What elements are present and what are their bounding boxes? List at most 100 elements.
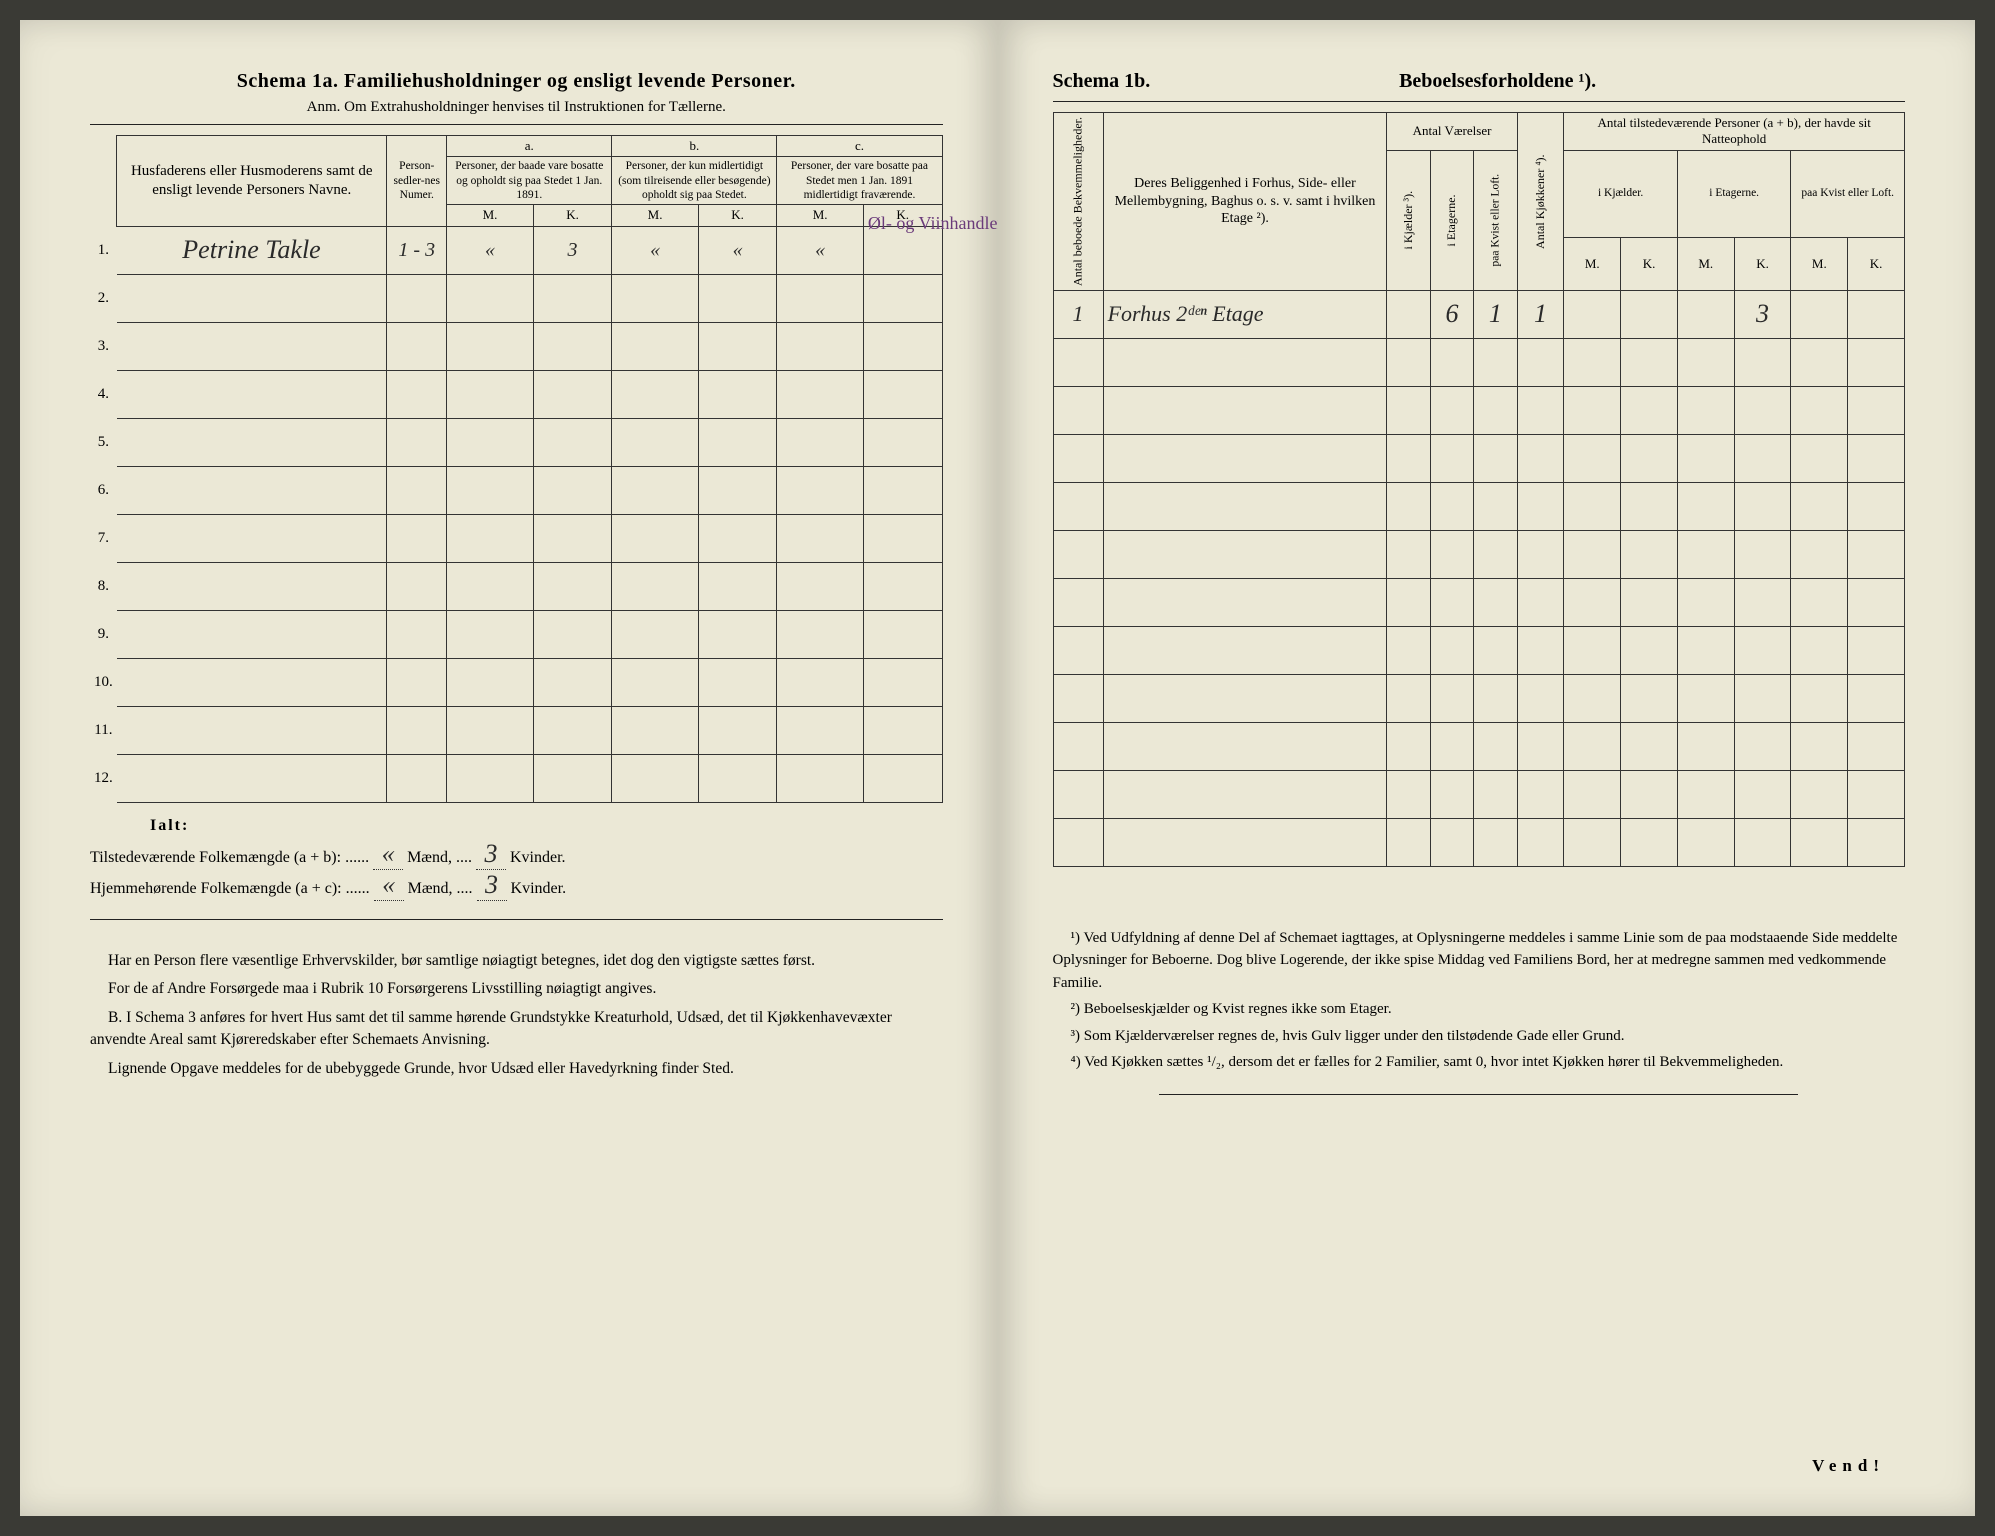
nkj-k-cell xyxy=(1621,482,1678,530)
a-m-cell xyxy=(447,610,533,658)
a-m-cell xyxy=(447,754,533,802)
ab-cell xyxy=(1053,530,1103,578)
vkv-cell: 1 xyxy=(1474,290,1517,338)
vkv-cell xyxy=(1474,818,1517,866)
b-m-cell xyxy=(612,754,698,802)
a-k-cell xyxy=(533,322,612,370)
net-m-cell xyxy=(1677,530,1734,578)
nkv-k-cell xyxy=(1848,770,1905,818)
col-a-header: Personer, der baade vare bosatte og opho… xyxy=(447,157,612,205)
net-k-cell xyxy=(1734,482,1791,530)
net-m-cell xyxy=(1677,626,1734,674)
belig-cell xyxy=(1103,530,1387,578)
c-m-cell: « xyxy=(777,226,863,274)
row-number: 9. xyxy=(90,610,117,658)
row-number: 3. xyxy=(90,322,117,370)
nkv-k-cell xyxy=(1848,530,1905,578)
nkv-k: K. xyxy=(1848,237,1905,290)
table-row: 7. xyxy=(90,514,942,562)
col-kjok-header: Antal Kjøkkener ⁴). xyxy=(1517,113,1564,291)
nkj-k-cell xyxy=(1621,338,1678,386)
tot2-m: « xyxy=(374,870,404,901)
c-k-cell xyxy=(863,658,942,706)
vkj-cell xyxy=(1387,674,1430,722)
schema-1a-table: Husfaderens eller Husmoderens samt de en… xyxy=(90,135,943,803)
name-cell xyxy=(117,658,387,706)
name-cell xyxy=(117,754,387,802)
net-m-cell xyxy=(1677,386,1734,434)
col-b-m: M. xyxy=(612,205,698,226)
kjok-cell xyxy=(1517,770,1564,818)
nkj-k-cell xyxy=(1621,818,1678,866)
table-row: 1. Petrine Takle 1 - 3 « 3 « « « Øl- og … xyxy=(90,226,942,274)
nkj-k-cell xyxy=(1621,434,1678,482)
tot1-k: 3 xyxy=(476,839,506,870)
person-number-cell xyxy=(387,706,447,754)
vkj-cell xyxy=(1387,482,1430,530)
belig-cell xyxy=(1103,338,1387,386)
a-m-cell xyxy=(447,418,533,466)
nkv-k-cell xyxy=(1848,386,1905,434)
nkv-m-cell xyxy=(1791,338,1848,386)
belig-cell xyxy=(1103,722,1387,770)
b-k-cell xyxy=(698,322,777,370)
vet-cell xyxy=(1430,386,1473,434)
table-row xyxy=(1053,674,1905,722)
person-number-cell xyxy=(387,466,447,514)
vet-cell xyxy=(1430,338,1473,386)
c-k-cell xyxy=(863,562,942,610)
vkv-cell xyxy=(1474,482,1517,530)
a-k-cell xyxy=(533,274,612,322)
table-row xyxy=(1053,626,1905,674)
net-k: K. xyxy=(1734,237,1791,290)
row-number: 10. xyxy=(90,658,117,706)
title-rule xyxy=(90,124,943,125)
b-k-cell xyxy=(698,274,777,322)
belig-cell xyxy=(1103,578,1387,626)
net-k-cell xyxy=(1734,674,1791,722)
kjok-cell xyxy=(1517,386,1564,434)
para-1: Har en Person flere væsentlige Erhvervsk… xyxy=(90,950,943,972)
nkj-m-cell xyxy=(1564,626,1621,674)
row-number: 8. xyxy=(90,562,117,610)
ab-cell xyxy=(1053,386,1103,434)
belig-cell xyxy=(1103,674,1387,722)
col-b-header: Personer, der kun midlertidigt (som tilr… xyxy=(612,157,777,205)
c-m-cell xyxy=(777,322,863,370)
ab-cell xyxy=(1053,578,1103,626)
b-k-cell xyxy=(698,466,777,514)
belig-cell xyxy=(1103,482,1387,530)
c-m-cell xyxy=(777,370,863,418)
maend-label-2: Mænd, xyxy=(408,880,453,897)
vkv-cell xyxy=(1474,338,1517,386)
net-k-cell xyxy=(1734,818,1791,866)
a-m-cell xyxy=(447,466,533,514)
vkv-cell xyxy=(1474,770,1517,818)
nkv-m-cell xyxy=(1791,290,1848,338)
net-m-cell xyxy=(1677,290,1734,338)
b-k-cell xyxy=(698,754,777,802)
vet-cell xyxy=(1430,770,1473,818)
left-page: Schema 1a. Familiehusholdninger og ensli… xyxy=(20,20,998,1516)
c-m-cell xyxy=(777,274,863,322)
a-k-cell: 3 xyxy=(533,226,612,274)
nkj-m-cell xyxy=(1564,722,1621,770)
kjok-cell xyxy=(1517,434,1564,482)
net-k-cell xyxy=(1734,722,1791,770)
nkv-m-cell xyxy=(1791,578,1848,626)
a-k-cell xyxy=(533,706,612,754)
col-b-k: K. xyxy=(698,205,777,226)
c-k-cell xyxy=(863,274,942,322)
b-k-cell xyxy=(698,706,777,754)
para-4: Lignende Opgave meddeles for de ubebygge… xyxy=(90,1058,943,1080)
nkv-k-cell xyxy=(1848,578,1905,626)
para-3-b: B. xyxy=(108,1009,122,1026)
a-k-cell xyxy=(533,562,612,610)
ab-cell xyxy=(1053,434,1103,482)
ab-cell xyxy=(1053,770,1103,818)
b-k-cell xyxy=(698,370,777,418)
vkv-cell xyxy=(1474,626,1517,674)
nkv-k-cell xyxy=(1848,818,1905,866)
b-m-cell xyxy=(612,562,698,610)
name-cell xyxy=(117,418,387,466)
